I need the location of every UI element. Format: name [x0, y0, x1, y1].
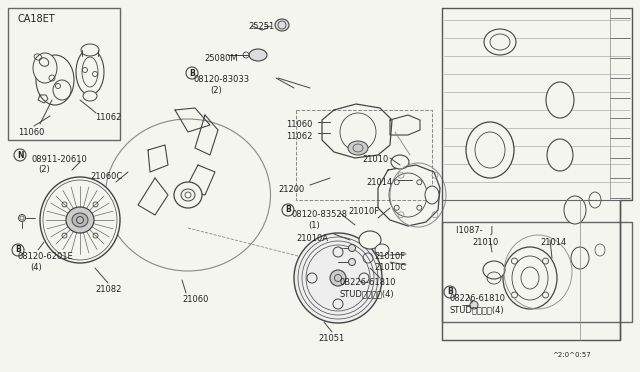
Ellipse shape [349, 244, 355, 251]
Ellipse shape [330, 270, 346, 286]
Text: STUDスタッド(4): STUDスタッド(4) [340, 289, 395, 298]
Text: 08120-83033: 08120-83033 [194, 75, 250, 84]
Ellipse shape [66, 207, 94, 233]
Ellipse shape [174, 182, 202, 208]
Text: 21200: 21200 [278, 185, 304, 194]
Text: N: N [17, 151, 23, 160]
Ellipse shape [483, 261, 505, 279]
Text: B: B [285, 205, 291, 215]
Text: B: B [15, 246, 21, 254]
Text: 21010C: 21010C [374, 263, 406, 272]
Text: I1087-   J: I1087- J [456, 226, 493, 235]
Text: 21010F: 21010F [348, 207, 379, 216]
Text: 08226-61810: 08226-61810 [450, 294, 506, 303]
Text: 21060C: 21060C [90, 172, 122, 181]
Text: 08120-83528: 08120-83528 [292, 210, 348, 219]
Text: 21010A: 21010A [296, 234, 328, 243]
Text: 25251: 25251 [248, 22, 275, 31]
Ellipse shape [547, 139, 573, 171]
Text: 21010: 21010 [472, 238, 499, 247]
Ellipse shape [391, 155, 409, 169]
Ellipse shape [40, 177, 120, 263]
Ellipse shape [564, 196, 586, 224]
Text: B: B [447, 288, 453, 296]
Ellipse shape [503, 247, 557, 309]
Text: 0B226-61810: 0B226-61810 [340, 278, 397, 287]
Text: 21014: 21014 [366, 178, 392, 187]
Ellipse shape [425, 186, 439, 204]
Ellipse shape [275, 19, 289, 31]
Ellipse shape [249, 49, 267, 61]
Ellipse shape [53, 80, 71, 100]
Text: 25080M: 25080M [204, 54, 237, 63]
Ellipse shape [349, 259, 355, 266]
Ellipse shape [19, 215, 26, 221]
Text: STUDスタッド(4): STUDスタッド(4) [450, 305, 504, 314]
Ellipse shape [76, 49, 104, 95]
Text: 11062: 11062 [286, 132, 312, 141]
Ellipse shape [546, 82, 574, 118]
Ellipse shape [72, 213, 88, 227]
Text: (4): (4) [30, 263, 42, 272]
Text: 11060: 11060 [286, 120, 312, 129]
Ellipse shape [348, 141, 368, 155]
Text: CA18ET: CA18ET [18, 14, 56, 24]
Ellipse shape [375, 244, 389, 256]
Ellipse shape [470, 301, 478, 309]
Ellipse shape [83, 91, 97, 101]
Text: 11062: 11062 [95, 113, 122, 122]
Text: 08120-6201E: 08120-6201E [18, 252, 74, 261]
Ellipse shape [484, 29, 516, 55]
Ellipse shape [466, 122, 514, 178]
Text: 08911-20610: 08911-20610 [32, 155, 88, 164]
Text: (2): (2) [210, 86, 221, 95]
Ellipse shape [571, 247, 589, 269]
Ellipse shape [359, 231, 381, 249]
Ellipse shape [294, 233, 382, 323]
Ellipse shape [33, 53, 57, 83]
Text: B: B [189, 68, 195, 77]
Text: 21082: 21082 [95, 285, 122, 294]
Text: 21060: 21060 [182, 295, 209, 304]
Ellipse shape [36, 55, 74, 105]
Ellipse shape [81, 44, 99, 56]
Text: (1): (1) [308, 221, 320, 230]
Text: 11060: 11060 [18, 128, 44, 137]
Text: 21010F: 21010F [374, 252, 405, 261]
Text: 21051: 21051 [318, 334, 344, 343]
Text: 21014: 21014 [540, 238, 566, 247]
Text: 21010: 21010 [362, 155, 388, 164]
Text: (2): (2) [38, 165, 50, 174]
Text: ^2:0^0:57: ^2:0^0:57 [552, 352, 591, 358]
